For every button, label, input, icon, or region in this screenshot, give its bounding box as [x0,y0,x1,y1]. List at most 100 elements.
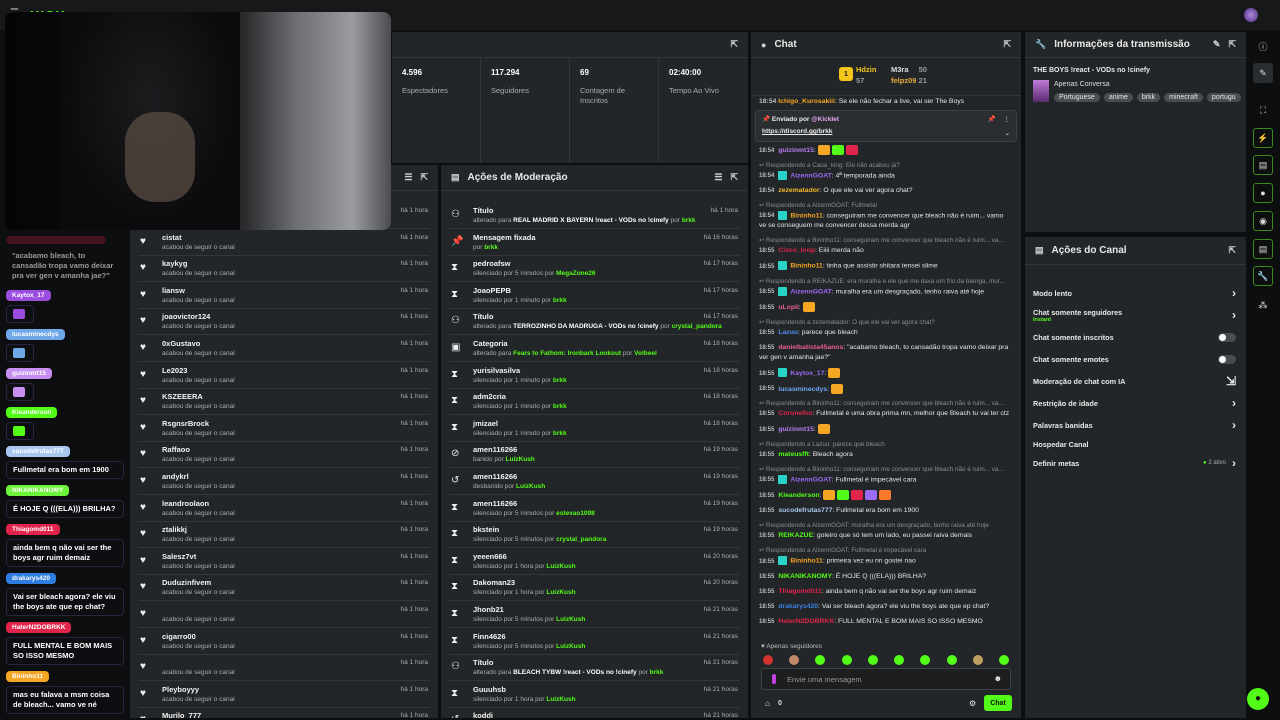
follower-row[interactable]: ♥ Pleyboyyy acabou de seguir o canal há 1 h… [138,682,430,708]
follower-name[interactable]: RsgnsrBrock [162,418,210,428]
document-icon[interactable]: ▤ [1253,155,1273,175]
toggle-switch[interactable] [1218,354,1236,364]
chat-message[interactable]: ↩ Respondendo a Bininho11: conseguiram m… [759,399,1011,419]
store-icon[interactable]: ⌂ [765,699,770,708]
chat-message[interactable]: 18:55 uLopii: [759,301,1011,313]
share-icon[interactable]: ⁂ [1258,299,1268,310]
chat-username[interactable]: danielbatista45anos [778,343,844,351]
moderation-row[interactable]: ⧗ Finn4626 silenciado por 5 minutos por Lu… [449,629,740,655]
moderator-name[interactable]: Volbeel [634,350,657,357]
chevron-right-icon[interactable]: › [1232,418,1236,432]
chat-message[interactable]: 18:55 drakarys420: Vai ser bleach agora? … [759,602,1011,612]
toggle-switch[interactable] [1218,332,1236,342]
moderation-row[interactable]: ⧗ amen116266 silenciado por 5 minutos por … [449,496,740,522]
moderation-row[interactable]: ⧗ adm2cria silenciado por 1 minuto por brk… [449,389,740,416]
moderator-name[interactable]: LuizKush [546,695,576,703]
moderator-name[interactable]: brkk [649,669,664,677]
moderation-row[interactable]: ⧗ pedroafsw silenciado por 5 minutos por M… [449,256,740,283]
chat-message[interactable]: ↩ Respondendo a AizennGOAT: muralha era … [759,521,1011,541]
moderation-row[interactable]: ↺ amen116266 desbanido por LuizKush há 19 h… [449,469,740,495]
chat-username[interactable]: guizinmt15 [778,426,814,434]
chat-username[interactable]: guizinmt15 [778,146,814,154]
tag[interactable]: brkk [1136,93,1161,102]
channel-action-7[interactable]: Hospedar Canal [1033,434,1236,454]
emote-icon[interactable] [920,655,931,665]
channel-action-3[interactable]: Chat somente emotes [1033,349,1236,369]
moderator-name[interactable]: Fears to Fathom: Ironbark Lookout [513,350,622,357]
chat-username[interactable]: AizennGOAT [790,172,832,180]
follower-name[interactable]: Le2023 [162,365,188,375]
chat-username[interactable]: Lazuu [778,328,798,336]
emote-icon[interactable] [815,655,826,665]
moderator-name[interactable]: LuizKush [516,483,546,490]
chat-username[interactable]: Bininho11 [790,262,823,270]
moderator-name[interactable]: brkk [552,429,567,437]
follower-name[interactable]: 0xGustavo [162,339,201,348]
chat-message[interactable]: 18:55 Bininho11: tinha que assistir shita… [759,261,1011,271]
channel-icon[interactable]: ▤ [1253,239,1273,259]
chat-message[interactable]: ↩ Respondendo a Bininho11: conseguiram m… [759,236,1011,256]
popout-icon[interactable]: ⇱ [730,172,738,182]
follower-row[interactable]: ♥ ztalikkj acabou de seguir o canal há 1 ho… [138,522,430,549]
chat-username[interactable]: Kleanderson [778,492,820,500]
chevron-right-icon[interactable]: › [1232,286,1236,300]
moderation-row[interactable]: ⧗ bkstein silenciado por 5 minutos por cry… [449,522,740,549]
follower-row[interactable]: ♥ Le2023 acabou de seguir o canal há 1 hora [138,363,430,389]
moderation-target[interactable]: koddi [473,711,493,718]
stream-video-preview[interactable] [5,12,391,230]
moderation-target[interactable]: bkstein [473,525,500,535]
chat-message[interactable]: 18:54 zezematador: O que ele vai ver agor… [759,186,1011,196]
emote-icon[interactable] [972,655,983,665]
follower-row[interactable]: ♥ Salesz7vt acabou de seguir o canal há 1 h… [138,549,430,575]
chat-message[interactable]: ↩ Respondendo a REIKAZUE: era muralha e … [759,277,1011,297]
chat-username[interactable]: Bininho11 [790,212,823,220]
chat-message[interactable]: 18:55 NIKANIKANOMY: É HOJE Q (((ELA))) BR… [759,572,1011,582]
moderation-row[interactable]: ▣ Categoria alterado para Fears to Fathom:… [449,336,740,362]
follower-row[interactable]: ♥ acabou de seguir o canal há 1 hora [138,602,430,628]
moderation-target[interactable]: Dakoman23 [473,578,516,588]
moderator-name[interactable]: crystal_pandora [671,323,722,331]
follower-name[interactable]: joaovictor124 [162,312,211,322]
chat-message[interactable]: ↩ Respondendo a AizennGOAT: Fullmetal 18:… [759,201,1011,231]
follower-name[interactable]: ztalikkj [162,525,188,535]
moderation-target[interactable]: Finn4626 [473,631,506,641]
moderation-row[interactable]: ⚇ Título alterado para REAL MADRID X BAYER… [449,203,740,229]
moderator-name[interactable]: brkk [484,243,498,251]
chat-message[interactable]: 18:55 HaterN2DOBRKK: FULL MENTAL E BOM MA… [759,617,1011,627]
moderation-row[interactable]: ⧗ Guuuhsb silenciado por 1 hora por LuizKu… [449,682,740,708]
follower-row[interactable]: ♥ KSZEEERA acabou de seguir o canal há 1 ho… [138,389,430,416]
mic-icon[interactable] [772,674,776,684]
chat-username[interactable]: REIKAZUE [778,532,814,540]
chat-username[interactable]: HaterN2DOBRKK [778,617,835,625]
follower-name[interactable]: Pleyboyyy [162,684,200,694]
follower-name[interactable]: kaykyg [162,259,188,269]
chat-message[interactable]: ↩ Respondendo a Lazuu: parece que bleach… [759,440,1011,460]
more-icon[interactable]: ⋮ [1003,116,1011,123]
emote-icon[interactable] [998,655,1009,665]
popout-icon[interactable]: ⇱ [1228,39,1236,49]
emote-icon[interactable] [763,655,773,665]
follower-name[interactable]: Murilo_777 [162,711,202,718]
chat-icon[interactable]: ● [1253,183,1273,203]
follower-row[interactable]: ♥ Duduzinfivem acabou de seguir o canal há … [138,575,430,602]
edit-icon[interactable]: ✎ [1212,39,1221,49]
channel-action-1[interactable]: Chat somente seguidores Instant › [1033,305,1236,325]
moderation-target[interactable]: amen116266 [473,498,518,508]
emote-icon[interactable] [789,655,800,665]
follower-row[interactable]: ♥ acabou de seguir o canal há 1 hora [138,655,430,682]
follower-row[interactable]: ♥ liansw acabou de seguir o canal há 1 hora [138,283,430,309]
moderation-target[interactable]: yurisilvasilva [473,365,521,375]
moderation-target[interactable]: yeeen666 [473,551,507,561]
moderation-row[interactable]: 📌 Mensagem fixada por brkk há 16 horas [449,230,740,256]
emote-icon[interactable] [894,655,905,665]
follower-row[interactable]: ♥ kaykyg acabou de seguir o canal há 1 hora [138,256,430,283]
chat-username[interactable]: drakarys420 [778,602,819,610]
moderator-name[interactable]: crystal_pandora [556,536,607,544]
popout-icon[interactable]: ⇱ [730,39,738,49]
moderation-target[interactable]: amen116266 [473,472,518,481]
chat-username[interactable]: Kaytox_17 [790,369,825,377]
popout-icon[interactable]: ⇱ [1003,39,1011,49]
follower-name[interactable]: Salesz7vt [162,551,197,561]
follower-row[interactable]: ♥ cistat acabou de seguir o canal há 1 hora [138,230,430,256]
